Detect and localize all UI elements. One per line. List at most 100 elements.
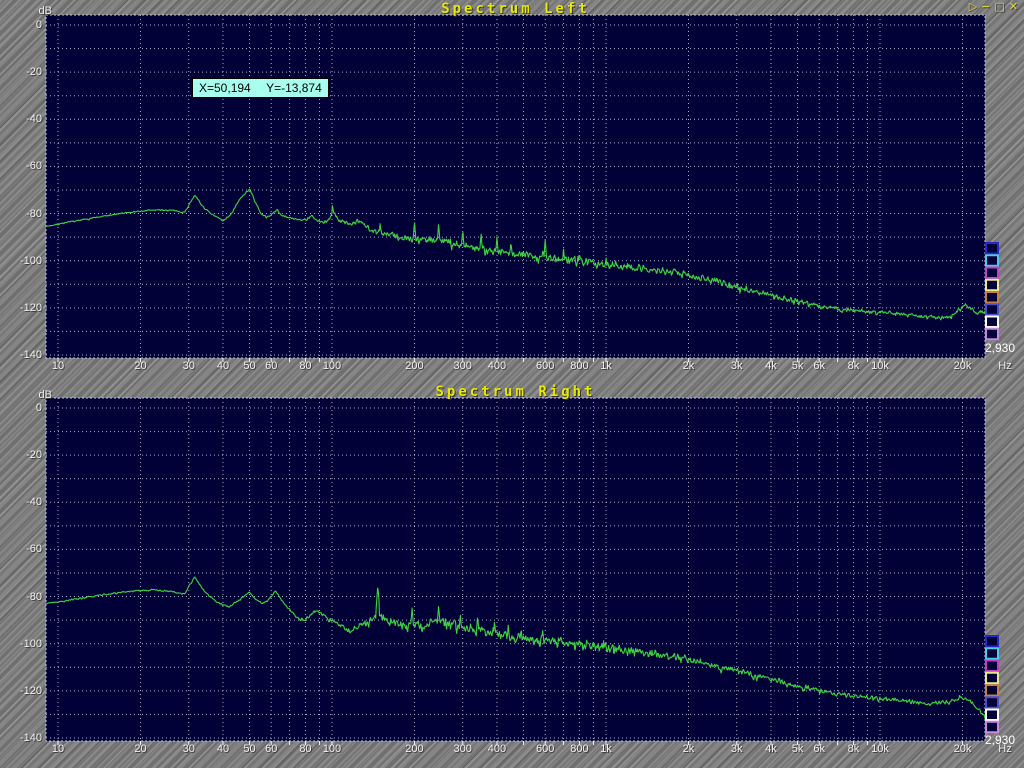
x-axis-label: 1k (600, 743, 612, 755)
y-axis-label: -40 (26, 496, 42, 509)
trace-color-swatch[interactable] (985, 659, 999, 672)
y-axis-label: -100 (19, 254, 42, 267)
spectrum-plot-left[interactable] (0, 0, 1024, 382)
y-axis-label: -20 (26, 66, 42, 79)
trace-color-swatch[interactable] (985, 635, 999, 648)
y-axis-label: -60 (26, 543, 42, 556)
trace-color-swatch[interactable] (985, 242, 999, 255)
y-axis-label: 0 (35, 402, 42, 414)
spectrum-trace (45, 576, 986, 720)
x-axis-label: 40 (216, 743, 230, 755)
tooltip-y-value: Y=-13,874 (266, 81, 322, 95)
x-axis-label: 4k (765, 743, 777, 755)
trace-color-swatch[interactable] (985, 291, 999, 304)
db-unit-label: dB (38, 389, 52, 401)
plot-background (46, 398, 985, 741)
window-controls: ▷ − □ ✕ (969, 0, 1018, 14)
x-axis-label: 6k (813, 360, 826, 372)
close-button[interactable]: ✕ (1008, 0, 1018, 13)
plot-border (45, 14, 986, 359)
trace-color-swatch[interactable] (985, 303, 999, 316)
x-axis-label: 3k (730, 743, 743, 755)
x-axis-label: 8k (847, 743, 860, 755)
y-axis-label: -120 (19, 684, 42, 697)
x-axis-label: 30 (182, 743, 195, 755)
trace-color-swatch[interactable] (985, 720, 999, 734)
x-axis-label: 100 (322, 743, 342, 755)
trace-color-swatch[interactable] (985, 327, 999, 341)
trace-color-swatch[interactable] (985, 278, 999, 292)
cursor-frequency-readout: 2,930 (984, 341, 1015, 355)
y-axis-label: -80 (26, 207, 42, 220)
x-axis-label: 2k (682, 360, 695, 372)
x-axis-label: 10 (51, 360, 65, 372)
x-axis-label: 10 (51, 743, 65, 755)
x-axis-label: 50 (243, 360, 256, 372)
y-axis-label: -20 (26, 449, 42, 462)
x-axis-label: 8k (847, 360, 860, 372)
x-axis-label: 300 (453, 743, 472, 755)
x-axis-label: 40 (216, 360, 230, 372)
x-axis-label: 20 (134, 360, 147, 372)
y-axis-label: -60 (26, 160, 42, 173)
tooltip-x-value: X=50,194 (199, 81, 251, 95)
x-axis-label: 20k (953, 743, 972, 755)
run-button[interactable]: ▷ (968, 0, 978, 13)
y-axis-label: -140 (19, 348, 42, 361)
minimize-button[interactable]: − (981, 0, 991, 13)
x-axis-label: 600 (536, 360, 555, 372)
x-axis-label: 1k (600, 360, 612, 372)
y-axis-label: -100 (19, 637, 42, 650)
trace-color-swatch[interactable] (985, 671, 999, 685)
x-axis-label: 2k (682, 743, 695, 755)
y-axis-label: -120 (19, 301, 42, 314)
x-axis-label: 6k (813, 743, 826, 755)
x-axis-label: 80 (299, 743, 312, 755)
trace-color-swatch[interactable] (985, 315, 999, 328)
x-axis-label: 200 (405, 360, 424, 372)
x-axis-label: 5k (791, 360, 804, 372)
spectrum-plot-right[interactable] (0, 382, 1024, 768)
spectrum-trace (45, 188, 986, 321)
db-unit-label: dB (38, 5, 52, 17)
x-axis-label: 300 (453, 360, 472, 372)
trace-color-swatch[interactable] (985, 696, 999, 709)
trace-color-swatches (985, 635, 999, 734)
x-axis-label: 20k (953, 360, 972, 372)
trace-color-swatch[interactable] (985, 254, 999, 267)
axis-ticks (57, 741, 963, 745)
panel-spectrum-right: Spectrum Right dB Hz 2,930 0 -20 -40 -60 -80… (0, 382, 1024, 768)
hz-unit-label: Hz (998, 360, 1012, 372)
x-axis-label: 800 (570, 743, 589, 755)
x-axis-label: 4k (765, 360, 777, 372)
x-axis-label: 400 (487, 360, 507, 372)
x-axis-label: 100 (322, 360, 342, 372)
trace-color-swatch[interactable] (985, 647, 999, 660)
x-axis-label: 60 (265, 743, 278, 755)
trace-color-swatch[interactable] (985, 708, 999, 721)
x-axis-label: 200 (405, 743, 424, 755)
x-axis-label: 30 (182, 360, 195, 372)
cursor-tooltip: X=50,194 Y=-13,874 (192, 78, 329, 98)
grid-lines (46, 398, 985, 741)
y-axis-label: -40 (26, 113, 42, 126)
x-axis-label: 400 (487, 743, 507, 755)
x-axis-label: 800 (570, 360, 589, 372)
x-axis-label: 5k (791, 743, 804, 755)
maximize-button[interactable]: □ (994, 0, 1005, 13)
x-axis-label: 50 (243, 743, 256, 755)
x-axis-label: 3k (730, 360, 743, 372)
y-axis-label: -80 (26, 590, 42, 603)
axis-ticks (57, 358, 963, 362)
x-axis-label: 60 (265, 360, 278, 372)
plot-border (45, 397, 986, 742)
trace-color-swatches (985, 242, 999, 341)
trace-color-swatch[interactable] (985, 684, 999, 697)
panel-spectrum-left: Spectrum Left ▷ − □ ✕ dB Hz 2,930 X=50,1… (0, 0, 1024, 382)
x-axis-label: 10k (871, 743, 889, 755)
x-axis-label: 10k (871, 360, 889, 372)
x-axis-label: 80 (299, 360, 312, 372)
trace-color-swatch[interactable] (985, 266, 999, 279)
plot-background (46, 15, 985, 358)
